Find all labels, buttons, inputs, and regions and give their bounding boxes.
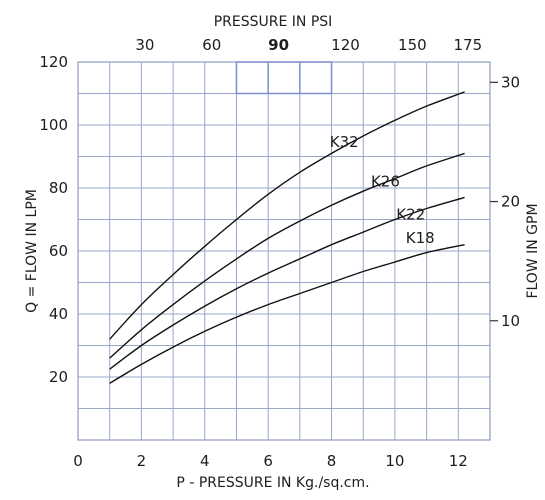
x-tick-label: 6 [263, 452, 273, 470]
labels: 0 2 4 6 8 10 12 20 40 60 80 100 120 30 60 90 120 150 175 10… [39, 36, 520, 470]
y-tick-label: 100 [39, 116, 68, 134]
top-tick-label: 150 [398, 36, 427, 54]
series-line-k22 [109, 196, 465, 370]
x-tick-label: 8 [327, 452, 337, 470]
y-tick-label: 80 [49, 179, 68, 197]
top-tick-label: 175 [453, 36, 482, 54]
series-line-k18 [109, 244, 465, 384]
x-axis-title: P - PRESSURE IN Kg./sq.cm. [176, 475, 369, 491]
series-line-k32 [109, 91, 465, 340]
series-label-k18: K18 [406, 229, 435, 247]
top-tick-label: 90 [268, 36, 289, 54]
series-label-k22: K22 [396, 206, 425, 224]
curves [109, 91, 465, 384]
x-tick-label: 4 [200, 452, 210, 470]
top-tick-label: 60 [202, 36, 221, 54]
top-tick-label: 120 [331, 36, 360, 54]
highlight-region [235, 61, 333, 95]
y-tick-label: 60 [49, 242, 68, 260]
grid [77, 61, 491, 441]
y-tick-label: 20 [49, 368, 68, 386]
series-label-k26: K26 [371, 172, 400, 190]
x-tick-label: 10 [385, 452, 404, 470]
x-tick-label: 12 [449, 452, 468, 470]
y-tick-label: 40 [49, 305, 68, 323]
top-tick-label: 30 [135, 36, 154, 54]
right-tick-label: 30 [501, 73, 520, 91]
y-tick-label: 120 [39, 53, 68, 71]
right-tick-label: 10 [501, 312, 520, 330]
top-axis-title: PRESSURE IN PSI [214, 14, 333, 30]
series-line-k26 [109, 152, 465, 359]
y-axis-title: Q = FLOW IN LPM [24, 189, 40, 313]
right-tick-label: 20 [501, 193, 520, 211]
x-tick-label: 2 [137, 452, 147, 470]
right-axis-title: FLOW IN GPM [525, 203, 541, 298]
series-label-k32: K32 [330, 133, 359, 151]
highlight-box [235, 61, 333, 95]
x-tick-label: 0 [73, 452, 83, 470]
